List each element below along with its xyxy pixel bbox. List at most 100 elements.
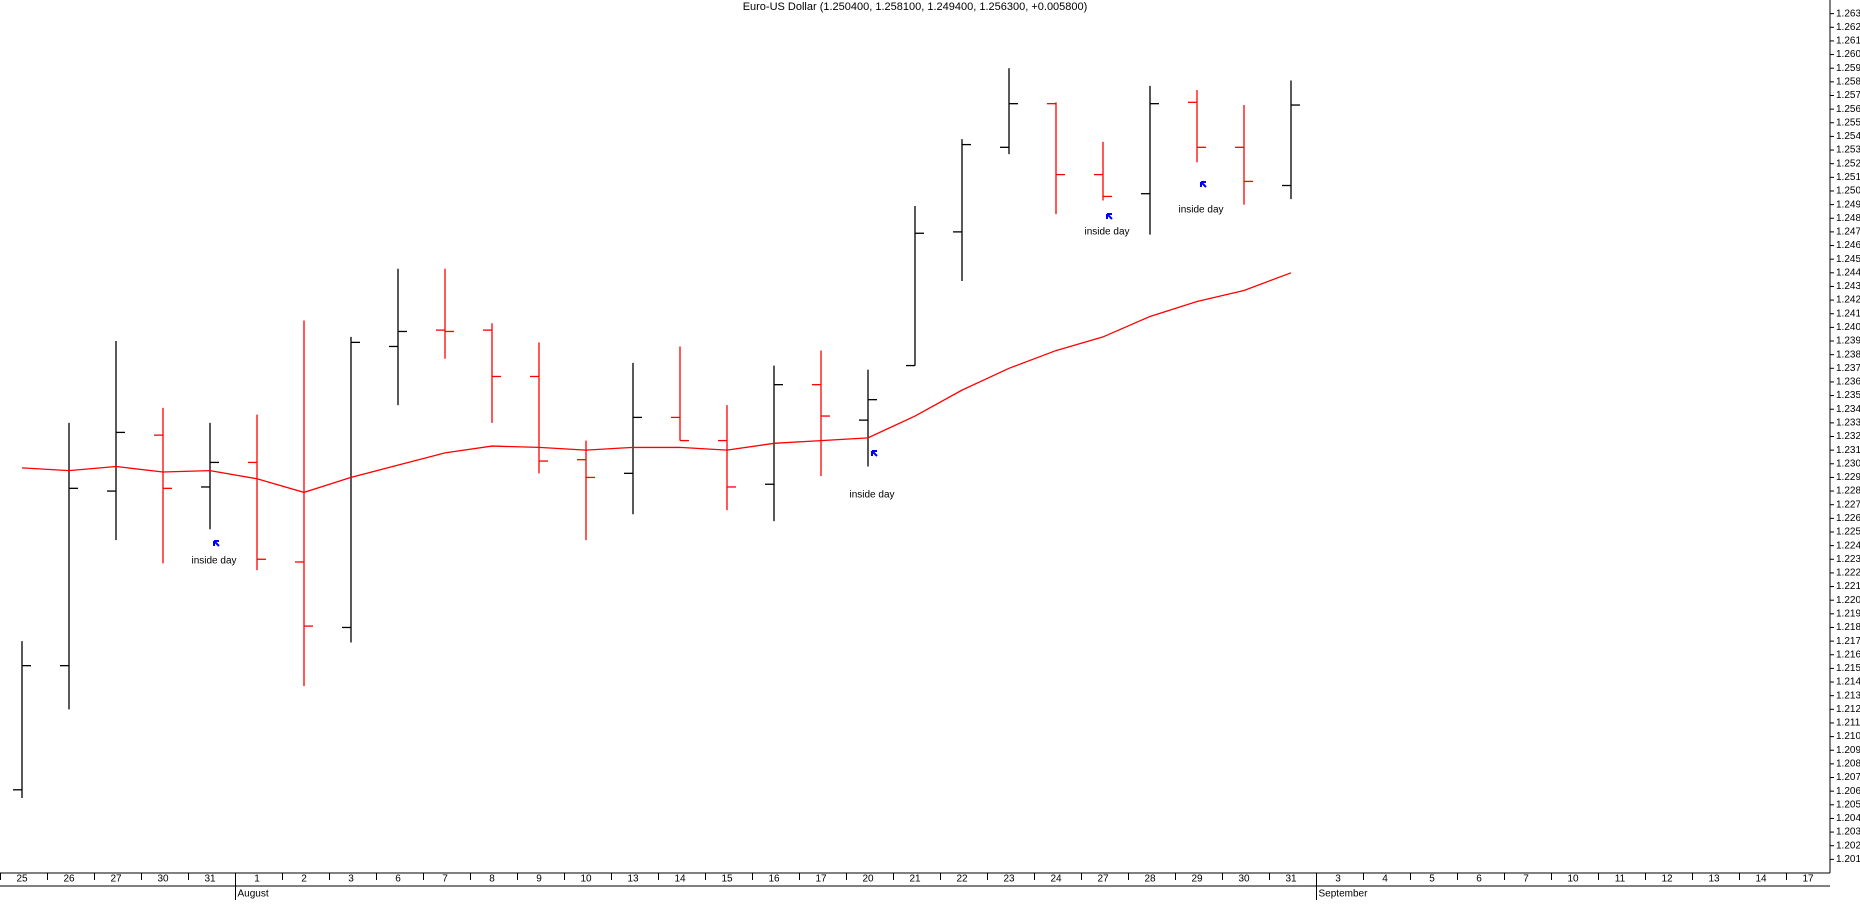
annotation-text: inside day [1084,227,1129,238]
y-tick-label: 1.201 [1836,854,1860,865]
y-tick-label: 1.219 [1836,608,1860,619]
y-tick-label: 1.237 [1836,363,1860,374]
x-tick-label: 31 [204,874,216,885]
y-tick-label: 1.214 [1836,677,1860,688]
y-tick-label: 1.241 [1836,308,1860,319]
y-tick-label: 1.231 [1836,445,1860,456]
x-tick-label: 4 [1382,874,1388,885]
y-tick-label: 1.232 [1836,431,1860,442]
y-tick-label: 1.245 [1836,254,1860,265]
y-tick-label: 1.242 [1836,295,1860,306]
y-tick-label: 1.225 [1836,527,1860,538]
x-tick-label: 20 [862,874,874,885]
y-tick-label: 1.218 [1836,622,1860,633]
annotation-arrow [871,450,878,457]
x-tick-label: 1 [254,874,260,885]
y-tick-label: 1.259 [1836,63,1860,74]
x-tick-label: 13 [627,874,639,885]
x-tick-label: 26 [63,874,75,885]
y-tick-label: 1.262 [1836,22,1860,33]
x-tick-label: 24 [1050,874,1062,885]
annotation-arrow [1106,213,1113,220]
x-tick-label: 3 [1335,874,1341,885]
x-tick-label: 9 [536,874,542,885]
x-tick-label: 7 [442,874,448,885]
y-tick-label: 1.250 [1836,186,1860,197]
y-tick-label: 1.240 [1836,322,1860,333]
y-tick-label: 1.212 [1836,704,1860,715]
x-tick-label: 3 [348,874,354,885]
y-tick-label: 1.238 [1836,349,1860,360]
y-tick-label: 1.234 [1836,404,1860,415]
y-tick-label: 1.246 [1836,240,1860,251]
y-tick-label: 1.206 [1836,786,1860,797]
x-tick-label: 13 [1708,874,1720,885]
y-tick-label: 1.205 [1836,799,1860,810]
y-tick-label: 1.229 [1836,472,1860,483]
y-tick-label: 1.235 [1836,390,1860,401]
annotation-text: inside day [1178,205,1223,216]
x-tick-label: 11 [1615,874,1626,885]
month-label: August [238,889,269,900]
x-tick-label: 25 [16,874,28,885]
y-tick-label: 1.239 [1836,336,1860,347]
x-tick-label: 2 [301,874,307,885]
y-tick-label: 1.222 [1836,568,1860,579]
annotation-text: inside day [191,556,236,567]
y-tick-label: 1.263 [1836,8,1860,19]
y-tick-label: 1.233 [1836,418,1860,429]
x-tick-label: 16 [768,874,780,885]
annotation-arrow [1200,181,1207,188]
moving-average [21,272,1292,494]
y-tick-label: 1.210 [1836,731,1860,742]
y-tick-label: 1.215 [1836,663,1860,674]
y-tick-label: 1.252 [1836,158,1860,169]
y-tick-label: 1.221 [1836,581,1860,592]
y-tick-label: 1.211 [1836,718,1860,729]
x-tick-label: 21 [909,874,921,885]
y-tick-label: 1.249 [1836,199,1860,210]
x-tick-label: 29 [1191,874,1203,885]
y-tick-label: 1.256 [1836,104,1860,115]
y-tick-label: 1.227 [1836,499,1860,510]
y-tick-label: 1.251 [1836,172,1860,183]
annotation-text: inside day [849,490,894,501]
x-tick-label: 17 [1802,874,1814,885]
x-tick-label: 6 [395,874,401,885]
x-tick-label: 27 [1097,874,1109,885]
x-tick-label: 14 [674,874,686,885]
x-tick-label: 12 [1661,874,1673,885]
y-tick-label: 1.203 [1836,827,1860,838]
y-tick-label: 1.248 [1836,213,1860,224]
x-tick-label: 17 [815,874,827,885]
y-tick-label: 1.224 [1836,540,1860,551]
x-tick-label: 14 [1755,874,1767,885]
x-tick-label: 6 [1476,874,1482,885]
x-tick-label: 30 [157,874,169,885]
x-tick-label: 30 [1238,874,1250,885]
y-tick-label: 1.213 [1836,690,1860,701]
y-tick-label: 1.226 [1836,513,1860,524]
y-tick-label: 1.247 [1836,227,1860,238]
y-tick-label: 1.257 [1836,90,1860,101]
y-tick-label: 1.202 [1836,840,1860,851]
y-tick-label: 1.207 [1836,772,1860,783]
y-tick-label: 1.216 [1836,649,1860,660]
y-tick-label: 1.223 [1836,554,1860,565]
x-tick-label: 27 [110,874,122,885]
x-tick-label: 5 [1429,874,1435,885]
x-tick-label: 10 [580,874,592,885]
y-tick-label: 1.254 [1836,131,1860,142]
x-tick-label: 28 [1144,874,1156,885]
y-tick-label: 1.261 [1836,36,1860,47]
y-tick-label: 1.244 [1836,267,1860,278]
y-tick-label: 1.236 [1836,377,1860,388]
x-tick-label: 15 [721,874,733,885]
y-tick-label: 1.204 [1836,813,1860,824]
x-tick-label: 8 [489,874,495,885]
x-tick-label: 7 [1523,874,1529,885]
y-tick-label: 1.220 [1836,595,1860,606]
y-tick-label: 1.217 [1836,636,1860,647]
